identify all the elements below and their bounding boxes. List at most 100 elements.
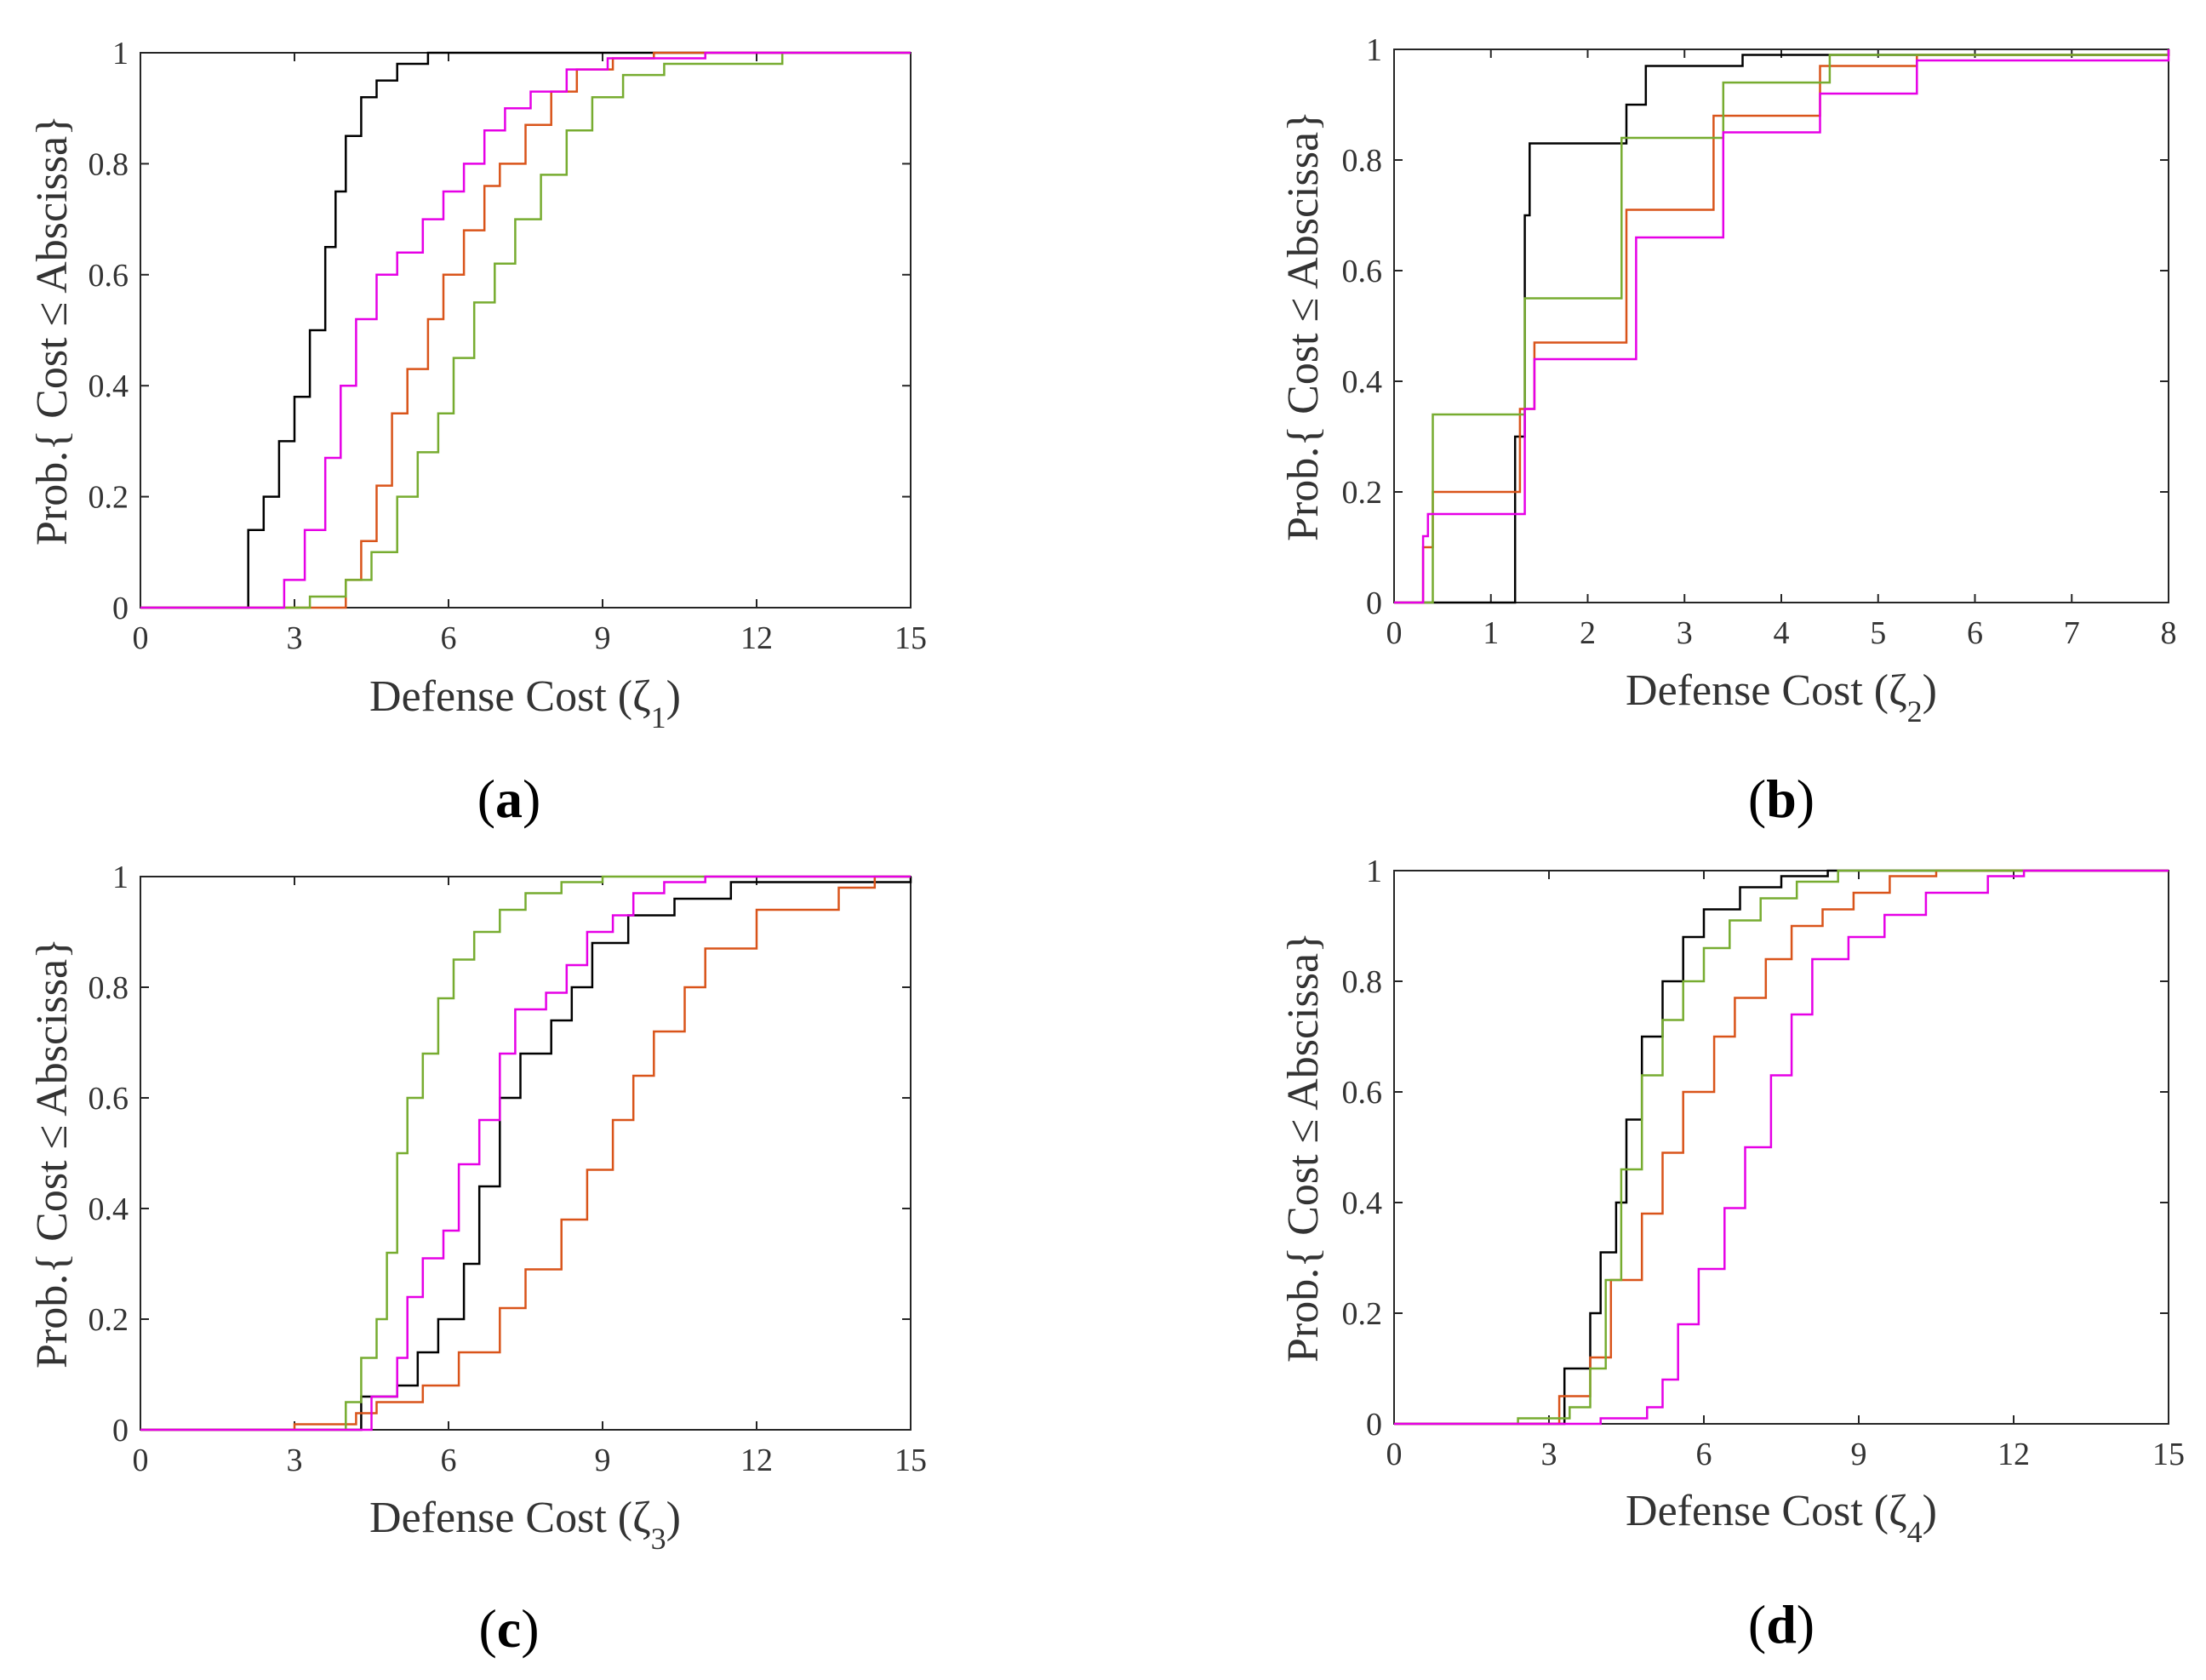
panel-a-xtick-label-5: 15 (894, 620, 927, 656)
panel-a-series-black (140, 51, 911, 609)
panel-d-xtick-label-3: 9 (1851, 1437, 1867, 1472)
panel-c-plot-frame (140, 876, 912, 1431)
panel-c-xtick-label-3: 9 (595, 1443, 611, 1478)
panel-d-label-letter: d (1766, 1594, 1797, 1654)
panel-c-ytick-label-3: 0.6 (89, 1081, 129, 1117)
panel-a-series-orange (140, 51, 911, 609)
panel-c-ytick-label-5: 1 (112, 860, 129, 895)
panel-c-series-black (140, 877, 912, 1431)
panel-b-xtick-label-1: 1 (1483, 615, 1499, 651)
panel-c-xlabel-close: ) (666, 1494, 681, 1542)
panel-b-plot-frame (1393, 49, 2169, 603)
panel-b-ytick-label-5: 1 (1366, 32, 1382, 68)
panel-c-xtick-label-5: 15 (894, 1443, 927, 1478)
panel-d-xtick-label-0: 0 (1386, 1437, 1403, 1472)
panel-d-ytick-label-5: 1 (1366, 854, 1382, 889)
panel-a-xtick-label-4: 12 (740, 620, 773, 656)
panel-a-series-green (140, 51, 911, 609)
panel-a-xlabel-sub: 1 (651, 700, 666, 734)
panel-a-ytick-label-4: 0.8 (89, 146, 129, 182)
panel-b-xlabel-close: ) (1923, 666, 1937, 715)
panel-c-xlabel: Defense Cost (ζ3) (369, 1494, 681, 1556)
panel-b-xlabel-text: Defense Cost (ζ (1626, 666, 1907, 715)
panel-b-label: (b) (1748, 769, 1815, 829)
panel-c-ytick-label-2: 0.4 (89, 1191, 129, 1227)
panel-d-xtick-label-1: 3 (1541, 1437, 1557, 1472)
panel-d-xlabel-close: ) (1923, 1487, 1937, 1535)
panel-b: 0 1 2 3 4 5 6 7 8 0 0.2 0.4 0.6 0.8 1 Prob.{ Cost ≤ Ab… (1279, 32, 2177, 829)
panel-d-xlabel-sub: 4 (1907, 1515, 1923, 1549)
panel-b-series-black (1394, 49, 2170, 604)
panel-c-xtick-label-4: 12 (740, 1443, 773, 1478)
panel-b-xtick-label-7: 7 (2064, 615, 2080, 651)
panel-b-ytick-label-4: 0.8 (1342, 143, 1383, 179)
panel-c-series-green (140, 875, 911, 1431)
panel-d-xtick-label-4: 12 (1997, 1437, 2030, 1472)
panel-b-ytick-label-0: 0 (1366, 586, 1382, 621)
panel-b-series-magenta (1394, 49, 2170, 604)
panel-d-series-magenta (1394, 869, 2169, 1426)
panel-a-series-magenta (140, 51, 911, 609)
panel-a-series (140, 51, 911, 609)
panel-a-xtick-label-2: 6 (441, 620, 457, 656)
panel-a-ylabel: Prob.{ Cost ≤ Abscissa} (28, 115, 77, 546)
panel-d-grid-ticks: 0 3 6 9 12 15 0 0.2 0.4 0.6 0.8 1 (1342, 854, 2186, 1472)
panel-a-ytick-label-2: 0.4 (89, 369, 129, 404)
panel-c-xtick-label-0: 0 (133, 1443, 149, 1478)
panel-a-ytick-label-3: 0.6 (89, 258, 129, 294)
panel-c-series-magenta (140, 875, 911, 1431)
panel-c-xtick-label-2: 6 (441, 1443, 457, 1478)
panel-a-xlabel-close: ) (666, 672, 681, 721)
panel-a-ytick-label-0: 0 (112, 591, 129, 626)
panel-a-label: (a) (477, 769, 541, 829)
panel-b-xtick-label-0: 0 (1386, 615, 1403, 651)
panel-a-grid-ticks: 0 3 6 9 12 15 0 0.2 0.4 0.6 0.8 1 (89, 36, 928, 656)
panel-b-ytick-label-2: 0.4 (1342, 364, 1383, 400)
panel-a: 0 3 6 9 12 15 0 0.2 0.4 0.6 0.8 1 Prob.{ Cost ≤ Abs… (28, 36, 927, 829)
panel-c-ytick-label-1: 0.2 (89, 1302, 129, 1338)
panel-d-series-black (1394, 869, 2169, 1426)
panel-a-xlabel: Defense Cost (ζ1) (369, 672, 681, 734)
panel-a-ytick-label-5: 1 (112, 36, 129, 71)
panel-a-xlabel-text: Defense Cost (ζ (369, 672, 651, 721)
panel-c-ytick-label-0: 0 (112, 1413, 129, 1449)
panel-c-series-orange (140, 875, 911, 1431)
panel-a-xtick-label-3: 9 (595, 620, 611, 656)
panel-b-xtick-label-6: 6 (1967, 615, 1983, 651)
panel-d-ytick-label-0: 0 (1366, 1407, 1382, 1443)
panel-b-ytick-label-3: 0.6 (1342, 254, 1383, 289)
panel-b-xlabel-sub: 2 (1907, 694, 1923, 729)
panel-d: 0 3 6 9 12 15 0 0.2 0.4 0.6 0.8 1 Prob.{ Cost ≤ Abs… (1279, 854, 2185, 1654)
panel-b-xtick-label-2: 2 (1580, 615, 1596, 651)
panel-b-label-letter: b (1766, 769, 1797, 829)
panel-c-label: (c) (478, 1598, 539, 1659)
panel-d-ylabel: Prob.{ Cost ≤ Abscissa} (1279, 932, 1328, 1363)
panel-a-ytick-label-1: 0.2 (89, 480, 129, 516)
panel-c-ytick-label-4: 0.8 (89, 970, 129, 1006)
panel-b-xlabel: Defense Cost (ζ2) (1626, 666, 1937, 729)
panel-b-xtick-label-4: 4 (1774, 615, 1790, 651)
panel-c: 0 3 6 9 12 15 0 0.2 0.4 0.6 0.8 1 Prob.{ Cost ≤ Abs… (28, 860, 927, 1659)
panel-a-xtick-label-1: 3 (287, 620, 303, 656)
panel-d-ytick-label-4: 0.8 (1342, 964, 1383, 1000)
panel-b-xtick-label-5: 5 (1870, 615, 1886, 651)
panel-d-ytick-label-2: 0.4 (1342, 1186, 1383, 1221)
panel-c-series (140, 875, 912, 1431)
panel-d-label: (d) (1748, 1594, 1815, 1654)
panel-d-ytick-label-3: 0.6 (1342, 1075, 1383, 1111)
panel-b-grid-ticks: 0 1 2 3 4 5 6 7 8 0 0.2 0.4 0.6 0.8 1 (1342, 32, 2177, 651)
panel-c-label-letter: c (497, 1598, 521, 1659)
panel-b-xtick-label-8: 8 (2161, 615, 2177, 651)
panel-b-series (1394, 49, 2170, 604)
panel-c-xlabel-sub: 3 (651, 1522, 666, 1556)
panel-b-ytick-label-1: 0.2 (1342, 475, 1383, 511)
panel-d-xlabel-text: Defense Cost (ζ (1626, 1487, 1907, 1535)
panel-d-xtick-label-5: 15 (2152, 1437, 2185, 1472)
panel-a-xtick-label-0: 0 (133, 620, 149, 656)
panel-d-series-green (1394, 869, 2169, 1426)
panel-b-ylabel: Prob.{ Cost ≤ Abscissa} (1279, 111, 1328, 541)
panel-d-xtick-label-2: 6 (1696, 1437, 1712, 1472)
panel-c-xlabel-text: Defense Cost (ζ (369, 1494, 651, 1542)
panel-d-series (1394, 869, 2169, 1426)
